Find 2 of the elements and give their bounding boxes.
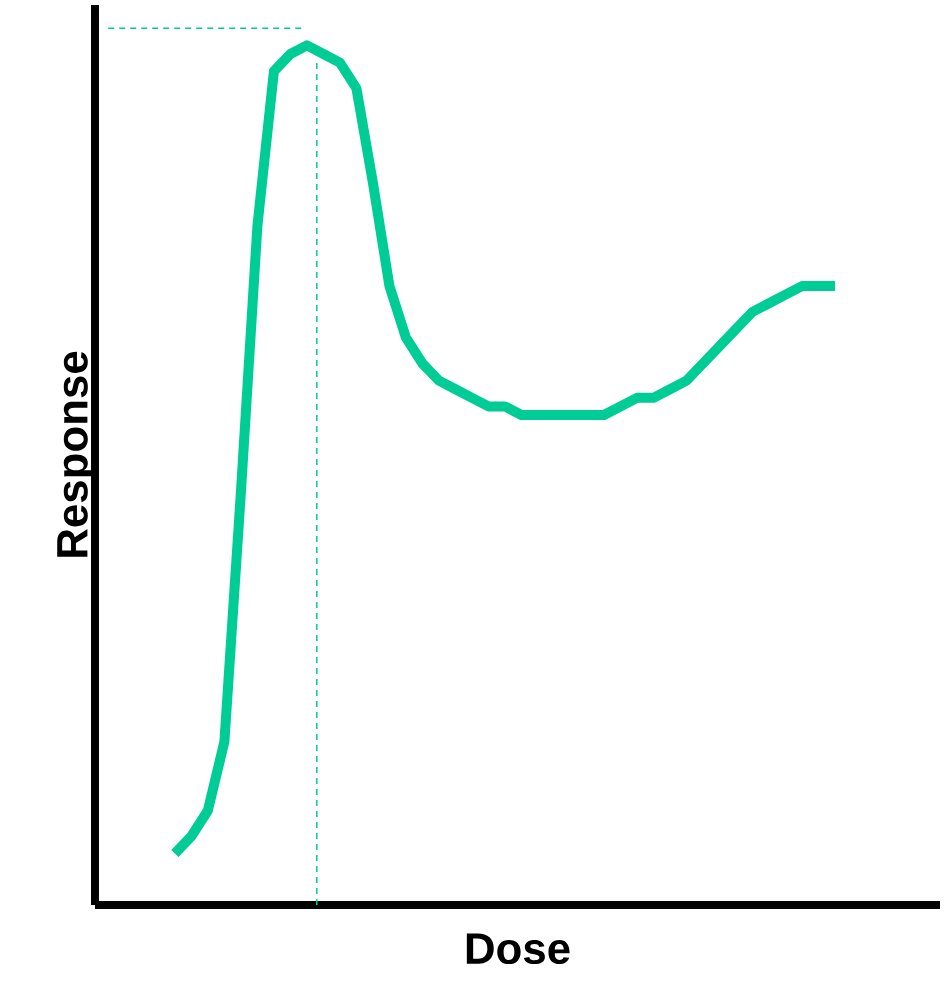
y-axis-title: Response xyxy=(57,351,97,557)
x-axis-title: Dose xyxy=(466,933,570,965)
